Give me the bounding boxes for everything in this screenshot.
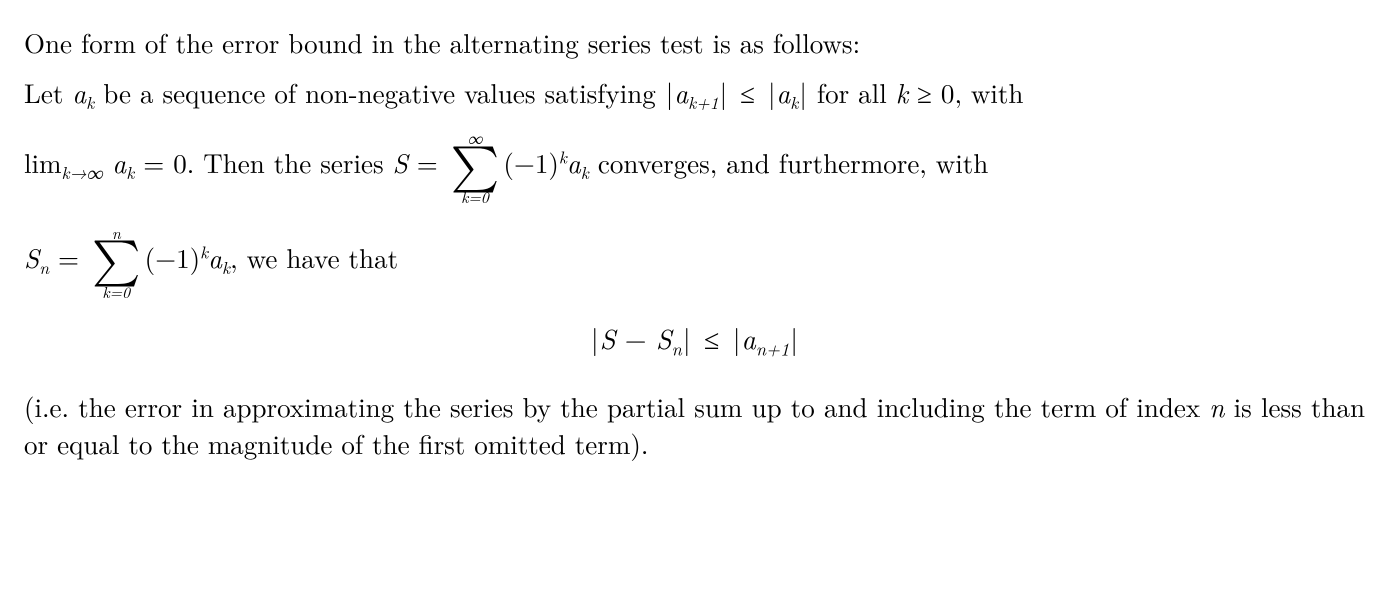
math-series-S: S = ∞∑k=0(−1)kak <box>393 143 589 181</box>
var-a: a <box>742 318 756 358</box>
op-leq: ≤ <box>728 73 767 111</box>
eq-zero: = 0 <box>134 143 187 181</box>
var-a: a <box>72 73 86 111</box>
sup-k: k <box>200 239 208 264</box>
abs-bar: | <box>665 73 675 111</box>
math-limit: limk→∞ ak = 0 <box>24 143 187 181</box>
sub-n: n <box>39 255 49 280</box>
sub-np1-text: n+1 <box>756 337 789 362</box>
sub-kp1: k+1 <box>688 91 718 116</box>
paragraph-4: Sn = n∑k=0(−1)kak, we have that <box>24 224 1365 301</box>
sigma-icon: ∑ <box>92 241 141 282</box>
text: (i.e. the error in approximating the ser… <box>24 387 1209 425</box>
op-minus: − <box>615 318 655 358</box>
var-a: a <box>776 73 790 111</box>
abs-bar: | <box>798 73 808 111</box>
math-ak: ak <box>72 73 94 111</box>
sub-kp1-text: k+1 <box>688 91 718 116</box>
math-error-bound: |S − Sn| ≤ |an+1| <box>590 318 799 358</box>
var-S: S <box>24 238 39 276</box>
lim: lim <box>24 143 62 181</box>
math-ineq: |ak+1| ≤ |ak| <box>665 73 808 111</box>
op-eq: = <box>49 238 88 276</box>
math-Sn-def: Sn = n∑k=0(−1)kak <box>24 238 230 276</box>
text: for all <box>808 73 896 111</box>
abs-bar: | <box>789 318 799 358</box>
display-equation: |S − Sn| ≤ |an+1| <box>24 320 1365 362</box>
text: converges, and furthermore, with <box>589 143 988 181</box>
lim-sub-text: k→∞ <box>62 161 103 186</box>
sum-sigma: n∑k=0 <box>92 224 141 301</box>
var-S: S <box>393 143 408 181</box>
sup-k: k <box>559 145 567 170</box>
var-a: a <box>674 73 688 111</box>
abs-bar: | <box>590 318 600 358</box>
sigma-icon: ∑ <box>451 147 500 188</box>
sub-np1: n+1 <box>756 337 789 362</box>
text: , with <box>954 73 1023 111</box>
sub-k-text: k <box>222 255 230 280</box>
term-neg1: (−1) <box>503 143 559 181</box>
paragraph-2: Let ak be a sequence of non-negative val… <box>24 74 1365 115</box>
paragraph-5: (i.e. the error in approximating the ser… <box>24 388 1365 461</box>
var-k: k <box>896 73 908 111</box>
text: Let <box>24 73 72 111</box>
abs-bar: | <box>719 73 729 111</box>
sub-k: k <box>222 255 230 280</box>
term-neg1: (−1) <box>145 238 201 276</box>
sum-sigma: ∞∑k=0 <box>451 129 500 206</box>
sub-n-text: n <box>672 337 682 362</box>
var-a: a <box>567 143 581 181</box>
sum-bot: k=0 <box>92 283 141 301</box>
var-S: S <box>600 318 616 358</box>
var-a: a <box>208 238 222 276</box>
sub-n-text: n <box>39 255 49 280</box>
op-leq: ≤ <box>692 318 732 358</box>
text: . Then the series <box>187 143 393 181</box>
sup-k-text: k <box>200 239 208 264</box>
var-S: S <box>656 318 672 358</box>
sup-k-text: k <box>559 145 567 170</box>
math-kgeq0: k ≥ 0 <box>896 73 955 111</box>
var-n: n <box>1209 387 1224 425</box>
op-eq: = <box>408 143 447 181</box>
paragraph-3: limk→∞ ak = 0. Then the series S = ∞∑k=0… <box>24 129 1365 206</box>
sum-bot: k=0 <box>451 188 500 206</box>
text: be a sequence of non-negative values sat… <box>94 73 665 111</box>
text: , we have that <box>230 238 398 276</box>
abs-bar: | <box>682 318 692 358</box>
sub-k-text: k <box>581 161 589 186</box>
abs-bar: | <box>732 318 742 358</box>
sub-k: k <box>581 161 589 186</box>
rel-geq0: ≥ 0 <box>908 73 954 111</box>
sub-n: n <box>672 337 682 362</box>
var-a: a <box>103 143 126 181</box>
lim-sub: k→∞ <box>62 161 103 186</box>
paragraph-1: One form of the error bound in the alter… <box>24 24 1365 60</box>
